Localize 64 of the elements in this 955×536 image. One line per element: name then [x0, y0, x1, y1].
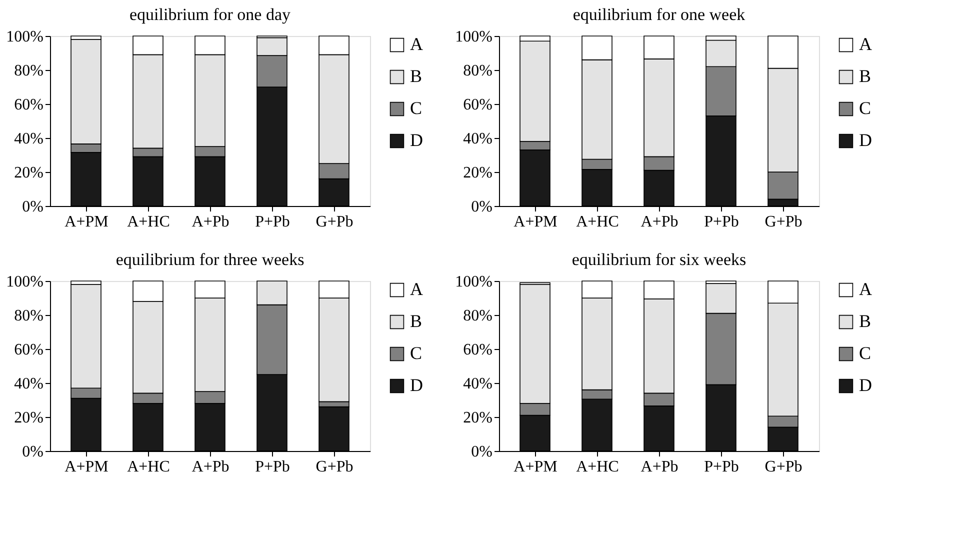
y-tick-label: 60%	[463, 96, 492, 114]
x-tick-label: A+Pb	[640, 214, 678, 230]
text: A	[410, 279, 423, 299]
legend-label: D	[410, 130, 423, 150]
x-tick-label: A+HC	[127, 458, 170, 476]
y-tick-label: 100%	[6, 28, 44, 46]
legend-label: A	[859, 34, 872, 54]
x-tick-label: G+Pb	[764, 214, 802, 230]
legend-label: B	[410, 66, 422, 86]
x-tick-label: A+HC	[576, 214, 619, 230]
x-tick-label: G+Pb	[316, 214, 354, 230]
x-tick-label: P+Pb	[704, 458, 739, 476]
legend-label: B	[859, 66, 872, 86]
y-tick-label: 80%	[463, 62, 492, 80]
x-tick-label: A+Pb	[192, 458, 230, 476]
x-tick-label: A+PM	[514, 458, 558, 476]
legend-label: D	[859, 130, 872, 150]
x-tick-label: A+HC	[576, 458, 619, 476]
chart-title: equilibrium for three weeks	[116, 250, 304, 269]
y-tick-label: 20%	[463, 410, 492, 426]
text: B	[410, 311, 422, 331]
legend-label: D	[859, 375, 872, 395]
y-tick-label: 0%	[22, 444, 44, 460]
legend-label: C	[859, 343, 872, 363]
x-tick-label: A+PM	[514, 214, 558, 230]
legend-label: D	[410, 375, 423, 395]
y-tick-label: 40%	[463, 130, 492, 148]
y-tick-label: 20%	[14, 164, 44, 182]
x-tick-label: A+Pb	[640, 458, 678, 476]
y-tick-label: 20%	[14, 410, 44, 426]
y-tick-label: 40%	[14, 376, 44, 392]
y-tick-label: 100%	[455, 28, 492, 46]
x-tick-label: G+Pb	[764, 458, 802, 476]
legend-label: C	[859, 98, 872, 118]
legend-label: C	[410, 343, 422, 363]
y-tick-label: 60%	[14, 96, 44, 114]
y-tick-label: 60%	[14, 342, 44, 358]
chart-title: equilibrium for six weeks	[572, 250, 746, 269]
y-tick-label: 80%	[14, 62, 44, 80]
x-tick-label: A+PM	[64, 214, 108, 230]
text: B	[859, 311, 872, 331]
y-tick-label: 80%	[14, 308, 44, 324]
chart-title: equilibrium for one week	[572, 5, 746, 24]
x-tick-label: A+PM	[64, 458, 108, 476]
y-tick-label: 0%	[471, 198, 492, 216]
y-tick-label: 100%	[455, 274, 492, 290]
y-tick-label: 40%	[463, 376, 492, 392]
y-tick-label: 40%	[14, 130, 44, 148]
chart-title: equilibrium for one day	[130, 5, 291, 24]
y-tick-label: 20%	[463, 164, 492, 182]
x-tick-label: G+Pb	[316, 458, 354, 476]
y-tick-label: 60%	[463, 342, 492, 358]
y-tick-label: 80%	[463, 308, 492, 324]
x-tick-label: A+HC	[127, 214, 170, 230]
legend-label: C	[410, 98, 422, 118]
y-tick-label: 100%	[6, 274, 44, 290]
legend-label: A	[410, 34, 423, 54]
y-tick-label: 0%	[22, 198, 44, 216]
text: A	[859, 279, 872, 299]
x-tick-label: P+Pb	[255, 458, 290, 476]
x-tick-label: P+Pb	[704, 214, 739, 230]
x-tick-label: A+Pb	[192, 214, 230, 230]
x-tick-label: P+Pb	[255, 214, 290, 230]
y-tick-label: 0%	[471, 444, 492, 460]
